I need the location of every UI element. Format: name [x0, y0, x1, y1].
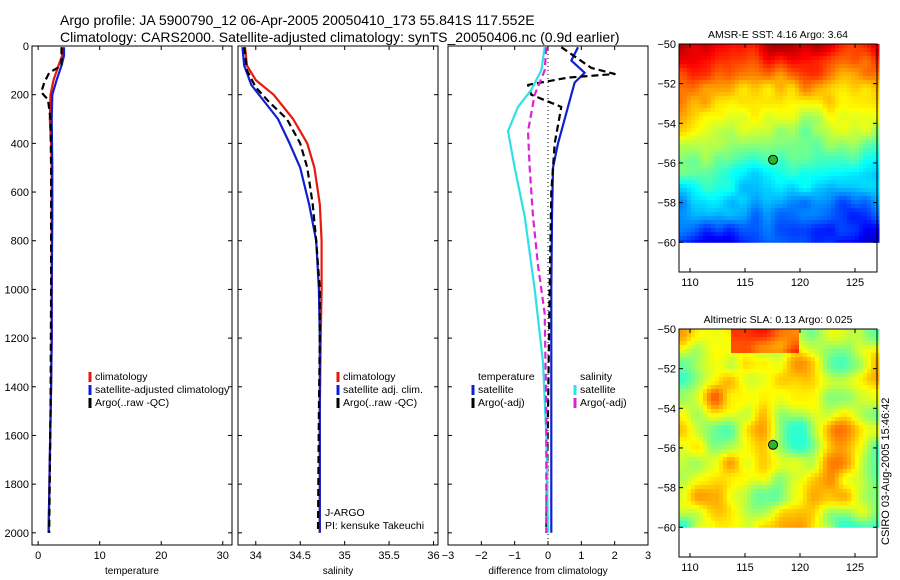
sla-xtick-label: 125 — [846, 562, 864, 574]
diff-xtick-label: 3 — [645, 550, 651, 562]
sal-xtick-label: 34.5 — [290, 550, 311, 562]
profile-title: Argo profile: JA 5900790_12 06-Apr-2005 … — [60, 12, 535, 28]
diff-xtick-label: 2 — [612, 550, 618, 562]
sst-map-frame — [678, 43, 878, 273]
sal-xtick-label: 35 — [339, 550, 351, 562]
sal-xtick-label: 35.5 — [378, 550, 399, 562]
diff-legend-salinity-label: Argo(-adj) — [580, 397, 627, 409]
sst-heatmap-cells — [679, 44, 880, 243]
diff-xtick-label: −2 — [475, 550, 488, 562]
sla-xtick-label: 115 — [736, 562, 754, 574]
sst-xtick-label: 110 — [681, 277, 699, 289]
sla-heatmap-cells — [679, 329, 880, 528]
sal-xtick-label: 34 — [250, 550, 262, 562]
sal-xtick-label: 36 — [427, 550, 439, 562]
sal-legend-label: Argo(..raw -QC) — [343, 397, 417, 409]
sst-ytick-label: −58 — [657, 198, 676, 210]
sla-argo-marker — [768, 439, 779, 450]
temp-legend-label: climatology — [95, 371, 148, 383]
temp-xtick-label: 0 — [35, 550, 41, 562]
sla-ytick-label: −54 — [657, 403, 676, 415]
sst-xtick-label: 115 — [736, 277, 754, 289]
diff-xtick-label: −1 — [508, 550, 521, 562]
sla-ytick-label: −50 — [657, 324, 676, 336]
diff-legend-salinity-label: satellite — [580, 384, 616, 396]
sal-xlabel: salinity — [323, 566, 354, 577]
sla-xtick-label: 110 — [681, 562, 699, 574]
temp-ytick-label: 2000 — [5, 528, 29, 540]
sla-ytick-label: −58 — [657, 483, 676, 495]
sst-ytick-label: −52 — [657, 79, 676, 91]
sst-ytick-label: −50 — [657, 39, 676, 51]
temp-xlabel: temperature — [105, 566, 159, 577]
sla-ytick-label: −52 — [657, 364, 676, 376]
temp-legend-label: Argo(..raw -QC) — [95, 397, 169, 409]
temp-ytick-label: 400 — [11, 138, 29, 150]
temp-series-satellite-adjusted-climatology — [47, 47, 66, 533]
credit-stamp: CSIRO 03-Aug-2005 15:46:42 — [880, 397, 892, 545]
diff-xtick-label: 0 — [545, 550, 551, 562]
diff-series-temperature-argo-adj- — [526, 46, 616, 533]
temp-ytick-label: 200 — [11, 90, 29, 102]
sal-legend-label: satellite adj. clim. — [343, 384, 423, 396]
temp-ytick-label: 1400 — [5, 382, 29, 394]
temp-ytick-label: 1600 — [5, 430, 29, 442]
temp-series-argo-raw-qc- — [40, 47, 63, 533]
temp-ytick-label: 1800 — [5, 479, 29, 491]
temp-ytick-label: 1000 — [5, 284, 29, 296]
sal-annotation-program: J-ARGO — [325, 507, 365, 519]
temp-xtick-label: 20 — [155, 550, 167, 562]
diff-xtick-label: 1 — [578, 550, 584, 562]
diff-legend-temperature-label: temperature — [478, 371, 535, 383]
temp-xtick-label: 30 — [217, 550, 229, 562]
sal-annotation-pi: PI: kensuke Takeuchi — [325, 520, 424, 532]
sla-title: Altimetric SLA: 0.13 Argo: 0.025 — [704, 314, 853, 326]
temp-ytick-label: 0 — [23, 41, 29, 53]
sla-ytick-label: −60 — [657, 522, 676, 534]
sla-map-frame — [678, 328, 878, 558]
diff-series-temperature-satellite — [550, 46, 586, 533]
sst-ytick-label: −54 — [657, 118, 676, 130]
sst-title: AMSR-E SST: 4.16 Argo: 3.64 — [708, 29, 848, 41]
diff-legend-temperature-label: Argo(-adj) — [478, 397, 525, 409]
sst-ytick-label: −60 — [657, 237, 676, 249]
sal-series-argo-raw-qc- — [243, 47, 321, 533]
temp-ytick-label: 600 — [11, 187, 29, 199]
sst-xtick-label: 125 — [846, 277, 864, 289]
sla-ytick-label: −56 — [657, 443, 676, 455]
sst-argo-marker — [768, 154, 779, 165]
sal-axes-frame — [237, 45, 439, 546]
diff-series-salinity-satellite — [506, 47, 550, 533]
diff-legend-temperature-label: satellite — [478, 384, 514, 396]
diff-xlabel: difference from climatology — [488, 566, 607, 577]
sla-xtick-label: 120 — [791, 562, 809, 574]
climatology-title: Climatology: CARS2000. Satellite-adjuste… — [60, 29, 620, 45]
temp-legend-label: satellite-adjusted climatology — [95, 384, 230, 396]
diff-legend-salinity-label: salinity — [580, 371, 613, 383]
temp-ytick-label: 1200 — [5, 333, 29, 345]
temp-xtick-label: 10 — [94, 550, 106, 562]
diff-axes-frame — [447, 45, 649, 546]
diff-series-salinity-argo-adj- — [526, 47, 548, 533]
temp-ytick-label: 800 — [11, 236, 29, 248]
temp-axes-frame — [31, 45, 233, 546]
sst-ytick-label: −56 — [657, 158, 676, 170]
sst-xtick-label: 120 — [791, 277, 809, 289]
sal-legend-label: climatology — [343, 371, 396, 383]
diff-xtick-label: −3 — [442, 550, 455, 562]
